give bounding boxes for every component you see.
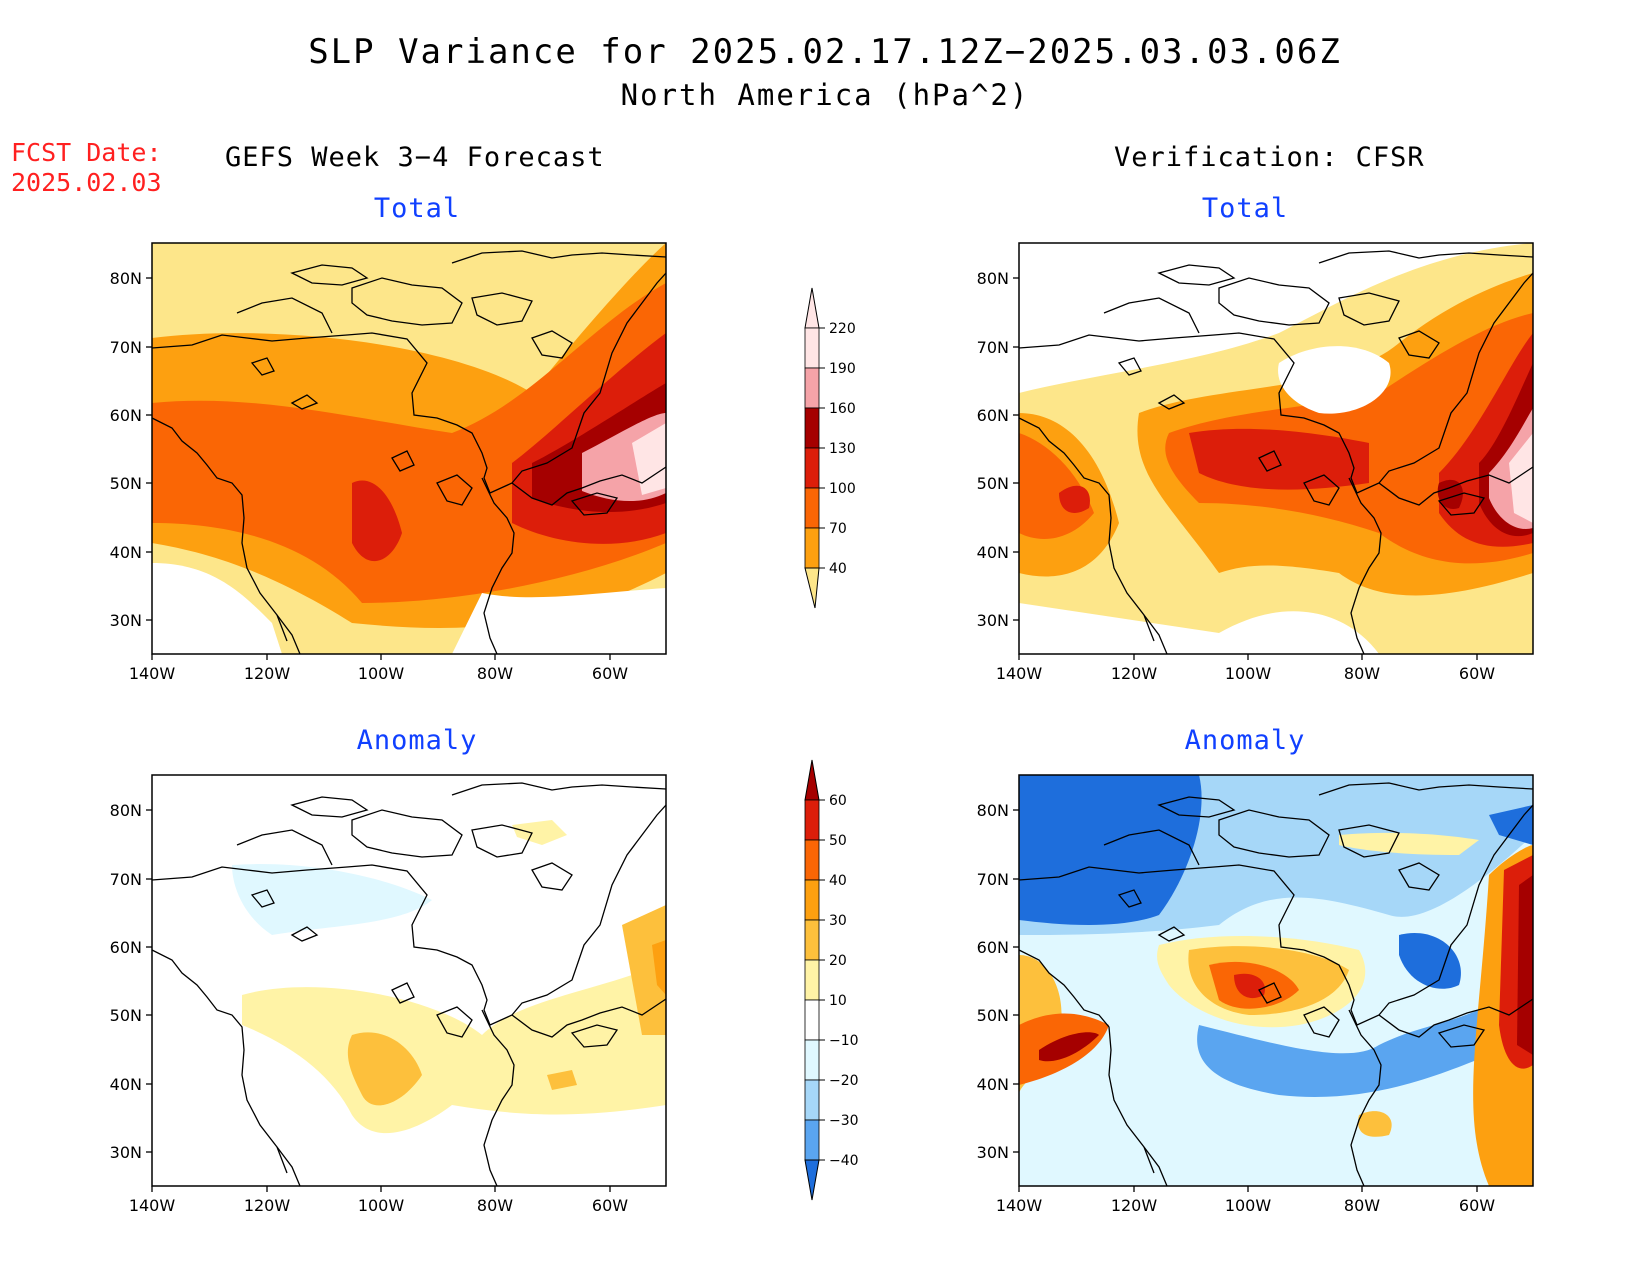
lat-label: 40N bbox=[977, 543, 1009, 562]
colorbar-anomaly-label: −40 bbox=[829, 1153, 859, 1169]
lon-label: 60W bbox=[1459, 1196, 1495, 1215]
lon-label: 120W bbox=[1111, 664, 1158, 683]
colorbar-anomaly-swatch bbox=[804, 1039, 820, 1081]
lon-label: 140W bbox=[996, 1196, 1043, 1215]
panel-title-forecast-anomaly: Anomaly bbox=[356, 725, 478, 756]
map-panel-forecast-total bbox=[151, 242, 667, 655]
colorbar-total-swatch bbox=[804, 487, 820, 529]
colorbar-anomaly: 60 50 40 30 20 10 −10 −20 −30 −40 bbox=[804, 759, 859, 1201]
colorbar-total-label: 220 bbox=[829, 321, 856, 337]
colorbar-total-label: 70 bbox=[829, 521, 847, 537]
panel-title-verification-anomaly: Anomaly bbox=[1184, 725, 1306, 756]
map-panel-verification-anomaly bbox=[1018, 774, 1534, 1187]
lat-label: 70N bbox=[110, 338, 142, 357]
lon-label: 100W bbox=[358, 664, 405, 683]
lon-label: 60W bbox=[1459, 664, 1495, 683]
lon-label: 60W bbox=[592, 664, 628, 683]
colorbar-total-label: 130 bbox=[829, 441, 856, 457]
lon-label: 140W bbox=[129, 664, 176, 683]
lon-label: 80W bbox=[477, 664, 513, 683]
colorbar-total-swatch bbox=[804, 327, 820, 369]
map-panel-forecast-anomaly bbox=[151, 774, 667, 1187]
colorbar-anomaly-label: 50 bbox=[829, 833, 847, 849]
lat-label: 80N bbox=[977, 801, 1009, 820]
lat-label: 50N bbox=[110, 1006, 142, 1025]
colorbar-total-swatch bbox=[804, 447, 820, 489]
colorbar-anomaly-swatch bbox=[804, 919, 820, 961]
lon-label: 120W bbox=[1111, 1196, 1158, 1215]
colorbar-anomaly-swatch bbox=[804, 1119, 820, 1161]
left-column-title: GEFS Week 3−4 Forecast bbox=[225, 142, 605, 173]
colorbar-total-swatch bbox=[804, 407, 820, 449]
lon-label: 140W bbox=[996, 664, 1043, 683]
colorbar-total-bottom-triangle bbox=[804, 567, 820, 609]
lon-label: 100W bbox=[1225, 664, 1272, 683]
colorbar-total-swatch bbox=[804, 367, 820, 409]
colorbar-anomaly-bottom-triangle bbox=[804, 1159, 820, 1201]
panel-title-forecast-total: Total bbox=[373, 193, 461, 224]
lat-label: 60N bbox=[110, 406, 142, 425]
lat-label: 50N bbox=[977, 1006, 1009, 1025]
right-column-title: Verification: CFSR bbox=[1114, 142, 1425, 173]
colorbar-anomaly-label: 10 bbox=[829, 993, 847, 1009]
colorbar-total-label: 190 bbox=[829, 361, 856, 377]
lat-label: 40N bbox=[110, 543, 142, 562]
lat-label: 70N bbox=[110, 870, 142, 889]
fcst-label: FCST Date: bbox=[11, 138, 162, 167]
lat-label: 60N bbox=[977, 938, 1009, 957]
colorbar-anomaly-label: 60 bbox=[829, 793, 847, 809]
colorbar-anomaly-swatch bbox=[804, 999, 820, 1041]
lat-label: 70N bbox=[977, 338, 1009, 357]
colorbar-anomaly-swatch bbox=[804, 839, 820, 881]
colorbar-anomaly-label: 30 bbox=[829, 913, 847, 929]
axis-ticks-and-labels: 80N 70N 60N 50N 40N 30N 140W 120W 100W 80W 60W 80N 7… bbox=[110, 269, 1496, 1215]
colorbar-anomaly-label: 20 bbox=[829, 953, 847, 969]
lon-label: 120W bbox=[244, 1196, 291, 1215]
figure-subtitle: North America (hPa^2) bbox=[620, 78, 1030, 112]
colorbar-total-label: 160 bbox=[829, 401, 856, 417]
lat-label: 70N bbox=[977, 870, 1009, 889]
lat-label: 60N bbox=[110, 938, 142, 957]
colorbar-total-label: 40 bbox=[829, 561, 847, 577]
lat-label: 80N bbox=[110, 269, 142, 288]
lon-label: 120W bbox=[244, 664, 291, 683]
colorbar-anomaly-top-triangle bbox=[804, 759, 820, 801]
lat-label: 50N bbox=[110, 474, 142, 493]
colorbar-anomaly-label: −10 bbox=[829, 1033, 859, 1049]
map-panel-verification-total bbox=[1018, 242, 1534, 655]
lat-label: 30N bbox=[110, 1143, 142, 1162]
colorbar-anomaly-swatch bbox=[804, 799, 820, 841]
lat-label: 80N bbox=[977, 269, 1009, 288]
lat-label: 50N bbox=[977, 474, 1009, 493]
colorbar-anomaly-swatch bbox=[804, 879, 820, 921]
fcst-date: 2025.02.03 bbox=[11, 168, 162, 197]
lon-label: 80W bbox=[477, 1196, 513, 1215]
lat-label: 80N bbox=[110, 801, 142, 820]
lon-label: 60W bbox=[592, 1196, 628, 1215]
colorbar-anomaly-swatch bbox=[804, 1079, 820, 1121]
lon-label: 140W bbox=[129, 1196, 176, 1215]
lat-label: 30N bbox=[110, 611, 142, 630]
panel-title-verification-total: Total bbox=[1201, 193, 1289, 224]
colorbar-anomaly-label: −20 bbox=[829, 1073, 859, 1089]
lon-label: 80W bbox=[1344, 664, 1380, 683]
lat-label: 30N bbox=[977, 1143, 1009, 1162]
lat-label: 60N bbox=[977, 406, 1009, 425]
lon-label: 80W bbox=[1344, 1196, 1380, 1215]
figure-title: SLP Variance for 2025.02.17.12Z−2025.03.… bbox=[308, 32, 1342, 72]
colorbar-total: 220 190 160 130 100 70 40 bbox=[804, 287, 856, 609]
lat-label: 40N bbox=[977, 1075, 1009, 1094]
lat-label: 30N bbox=[977, 611, 1009, 630]
colorbar-total-swatch bbox=[804, 527, 820, 569]
lon-label: 100W bbox=[358, 1196, 405, 1215]
colorbar-anomaly-swatch bbox=[804, 959, 820, 1001]
colorbar-anomaly-label: 40 bbox=[829, 873, 847, 889]
lat-label: 40N bbox=[110, 1075, 142, 1094]
colorbar-anomaly-label: −30 bbox=[829, 1113, 859, 1129]
lon-label: 100W bbox=[1225, 1196, 1272, 1215]
colorbar-total-top-triangle bbox=[804, 287, 820, 329]
colorbar-total-label: 100 bbox=[829, 481, 856, 497]
